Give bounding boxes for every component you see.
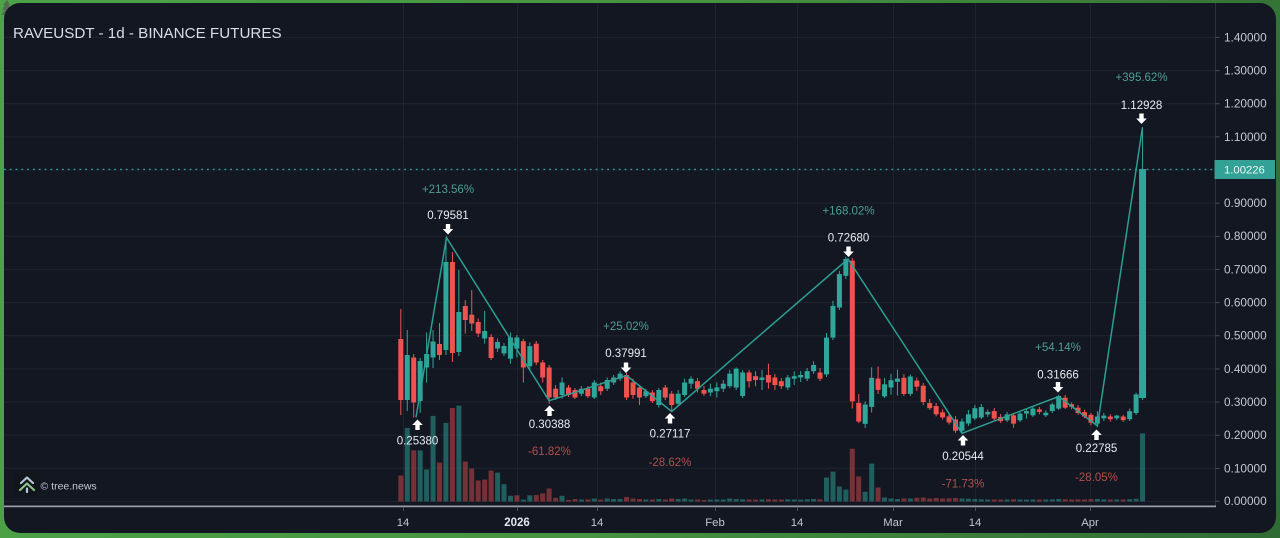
svg-text:14: 14 <box>397 517 410 529</box>
svg-text:Mar: Mar <box>883 517 903 529</box>
svg-text:0.30388: 0.30388 <box>529 419 571 431</box>
svg-text:-71.73%: -71.73% <box>942 479 985 491</box>
svg-text:0.80000: 0.80000 <box>1224 229 1267 243</box>
svg-text:0.20000: 0.20000 <box>1224 428 1267 442</box>
svg-text:0.37991: 0.37991 <box>605 348 647 360</box>
svg-text:1.12928: 1.12928 <box>1121 100 1163 112</box>
svg-text:0.10000: 0.10000 <box>1224 461 1267 475</box>
svg-text:1.10000: 1.10000 <box>1224 130 1267 144</box>
svg-text:1.20000: 1.20000 <box>1224 97 1267 111</box>
svg-text:+395.62%: +395.62% <box>1115 72 1167 84</box>
svg-text:0.79581: 0.79581 <box>427 210 469 222</box>
svg-text:1.30000: 1.30000 <box>1224 64 1267 78</box>
svg-text:0.72680: 0.72680 <box>828 233 870 245</box>
svg-text:Apr: Apr <box>1081 517 1099 529</box>
svg-text:0.00000: 0.00000 <box>1224 494 1267 508</box>
svg-text:© tree.news: © tree.news <box>41 481 97 493</box>
svg-text:Feb: Feb <box>705 517 724 529</box>
svg-text:+54.14%: +54.14% <box>1035 342 1081 354</box>
svg-text:-28.62%: -28.62% <box>649 457 692 469</box>
svg-text:+25.02%: +25.02% <box>603 321 649 333</box>
svg-text:0.25380: 0.25380 <box>397 436 439 448</box>
svg-text:14: 14 <box>969 517 982 529</box>
svg-text:+168.02%: +168.02% <box>822 206 874 218</box>
svg-text:0.70000: 0.70000 <box>1224 262 1267 276</box>
svg-text:0.31666: 0.31666 <box>1037 370 1079 382</box>
svg-text:14: 14 <box>591 517 604 529</box>
svg-text:+213.56%: +213.56% <box>422 184 474 196</box>
svg-text:RAVEUSDT - 1d - BINANCE FUTURE: RAVEUSDT - 1d - BINANCE FUTURES <box>13 25 282 42</box>
svg-text:-61.82%: -61.82% <box>528 446 571 458</box>
svg-text:2026: 2026 <box>504 517 530 529</box>
svg-text:0.50000: 0.50000 <box>1224 329 1267 343</box>
svg-text:0.90000: 0.90000 <box>1224 196 1267 210</box>
svg-text:-28.05%: -28.05% <box>1075 472 1118 484</box>
svg-text:0.40000: 0.40000 <box>1224 362 1267 376</box>
svg-text:1.40000: 1.40000 <box>1224 30 1267 44</box>
svg-text:14: 14 <box>791 517 804 529</box>
svg-text:1.00226: 1.00226 <box>1224 165 1265 177</box>
svg-text:0.60000: 0.60000 <box>1224 296 1267 310</box>
svg-text:0.20544: 0.20544 <box>942 451 984 463</box>
svg-text:0.30000: 0.30000 <box>1224 395 1267 409</box>
svg-text:0.22785: 0.22785 <box>1076 443 1118 455</box>
svg-text:0.27117: 0.27117 <box>650 429 691 441</box>
